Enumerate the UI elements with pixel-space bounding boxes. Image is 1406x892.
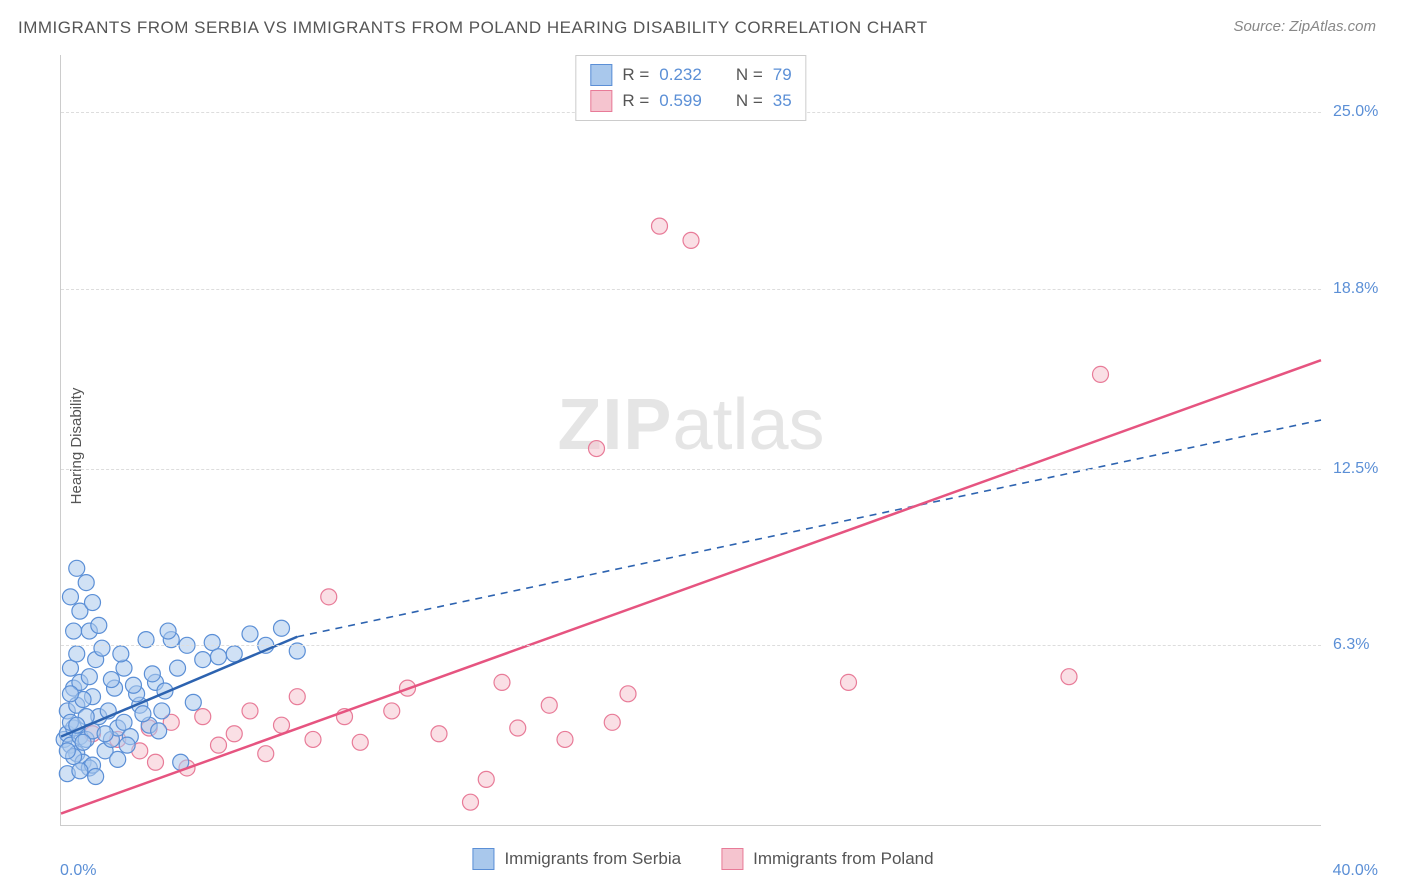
n-value-poland: 35 [773,91,792,111]
scatter-point [604,714,620,730]
scatter-point [69,560,85,576]
chart-plot-area: ZIPatlas R = 0.232 N = 79 R = 0.599 N = … [60,55,1321,826]
scatter-point [289,689,305,705]
legend-swatch-serbia [472,848,494,870]
scatter-point [160,623,176,639]
scatter-point [1093,366,1109,382]
scatter-point [72,763,88,779]
scatter-point [321,589,337,605]
y-tick-label: 25.0% [1333,103,1393,121]
legend-label-poland: Immigrants from Poland [753,849,933,869]
scatter-point [274,620,290,636]
scatter-point [652,218,668,234]
y-tick-label: 12.5% [1333,460,1393,478]
scatter-point [119,737,135,753]
scatter-point [541,697,557,713]
scatter-point [620,686,636,702]
scatter-point [204,634,220,650]
y-tick-label: 18.8% [1333,280,1393,298]
scatter-point [384,703,400,719]
scatter-point [69,646,85,662]
scatter-point [62,660,78,676]
scatter-point [352,734,368,750]
scatter-point [510,720,526,736]
x-axis-max-label: 40.0% [1333,862,1378,880]
scatter-point [1061,669,1077,685]
scatter-point [116,660,132,676]
swatch-poland [590,90,612,112]
scatter-point [144,666,160,682]
scatter-point [151,723,167,739]
scatter-svg [61,55,1321,825]
scatter-point [103,672,119,688]
trend-line-serbia-dash [297,420,1321,637]
scatter-point [478,771,494,787]
source-attribution: Source: ZipAtlas.com [1233,18,1376,35]
scatter-point [683,232,699,248]
scatter-point [110,751,126,767]
scatter-point [135,706,151,722]
scatter-point [195,709,211,725]
scatter-point [88,769,104,785]
scatter-point [154,703,170,719]
stats-legend: R = 0.232 N = 79 R = 0.599 N = 35 [575,55,806,121]
scatter-point [463,794,479,810]
scatter-point [494,674,510,690]
r-prefix: R = [622,65,649,85]
r-value-serbia: 0.232 [659,65,702,85]
scatter-point [841,674,857,690]
scatter-point [148,754,164,770]
scatter-point [116,714,132,730]
scatter-point [226,726,242,742]
stats-row-poland: R = 0.599 N = 35 [590,88,791,114]
stats-row-serbia: R = 0.232 N = 79 [590,62,791,88]
legend-swatch-poland [721,848,743,870]
scatter-point [185,694,201,710]
r-prefix: R = [622,91,649,111]
scatter-point [305,731,321,747]
scatter-point [81,669,97,685]
scatter-point [242,626,258,642]
scatter-point [91,617,107,633]
scatter-point [113,646,129,662]
scatter-point [195,652,211,668]
scatter-point [258,746,274,762]
n-value-serbia: 79 [773,65,792,85]
scatter-point [170,660,186,676]
scatter-point [431,726,447,742]
grid-line [61,289,1321,290]
n-prefix: N = [736,65,763,85]
scatter-point [78,575,94,591]
scatter-point [59,743,75,759]
x-axis-min-label: 0.0% [60,862,96,880]
scatter-point [211,737,227,753]
r-value-poland: 0.599 [659,91,702,111]
scatter-point [589,441,605,457]
scatter-point [211,649,227,665]
swatch-serbia [590,64,612,86]
scatter-point [62,589,78,605]
y-tick-label: 6.3% [1333,636,1393,654]
bottom-legend: Immigrants from Serbia Immigrants from P… [472,848,933,870]
scatter-point [97,726,113,742]
scatter-point [62,686,78,702]
n-prefix: N = [736,91,763,111]
legend-label-serbia: Immigrants from Serbia [504,849,681,869]
scatter-point [85,595,101,611]
scatter-point [66,623,82,639]
scatter-point [226,646,242,662]
legend-item-serbia: Immigrants from Serbia [472,848,681,870]
grid-line [61,469,1321,470]
chart-title: IMMIGRANTS FROM SERBIA VS IMMIGRANTS FRO… [18,18,928,38]
scatter-point [75,734,91,750]
scatter-point [274,717,290,733]
legend-item-poland: Immigrants from Poland [721,848,933,870]
scatter-point [94,640,110,656]
scatter-point [125,677,141,693]
trend-line-poland [61,360,1321,813]
grid-line [61,645,1321,646]
scatter-point [242,703,258,719]
scatter-point [557,731,573,747]
